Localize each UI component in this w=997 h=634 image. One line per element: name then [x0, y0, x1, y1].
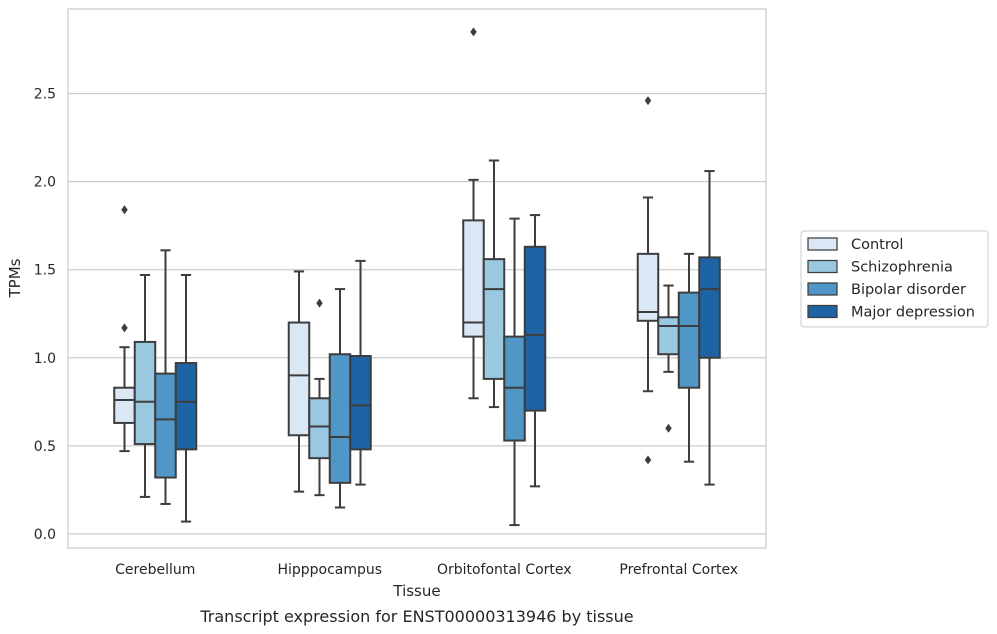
legend-item: Control: [807, 237, 903, 253]
legend-frame: [800, 230, 989, 328]
box: [133, 340, 157, 446]
box-group: [503, 217, 526, 527]
outlier-marker: [121, 323, 128, 333]
x-tick-label: Prefrontal Cortex: [619, 562, 738, 578]
outlier-marker: [470, 27, 477, 37]
legend-item: Bipolar disorder: [807, 282, 966, 298]
box: [113, 386, 136, 424]
box: [154, 372, 177, 479]
box-group: [462, 27, 485, 400]
y-tick-label: 2.0: [34, 175, 56, 191]
outlier-marker: [644, 96, 652, 106]
box: [308, 397, 331, 460]
x-axis-ticks: Cerebellum Hipppocampus Orbitofontal Corte…: [115, 562, 738, 578]
plot-frame: [67, 8, 767, 549]
x-tick-label: Cerebellum: [115, 562, 195, 578]
box-group: [482, 159, 506, 409]
y-axis-label: TPMs: [6, 258, 24, 298]
box-group: [698, 170, 721, 486]
y-tick-label: 0.5: [34, 439, 56, 455]
chart-caption: Transcript expression for ENST0000031394…: [199, 607, 633, 626]
box: [287, 321, 311, 437]
x-tick-label: Orbitofontal Cortex: [437, 562, 572, 578]
y-tick-label: 1.5: [34, 263, 56, 279]
y-tick-label: 2.5: [34, 87, 56, 103]
legend-items: Control Schizophrenia Bipolar disorder Majo…: [807, 237, 975, 321]
box: [328, 353, 352, 484]
legend-swatch: [807, 259, 838, 274]
boxes: [113, 27, 721, 527]
box-group: [657, 284, 680, 433]
box: [636, 252, 660, 322]
box-group: [523, 214, 547, 488]
box: [677, 291, 701, 389]
x-axis-label: Tissue: [392, 582, 440, 600]
box: [462, 219, 485, 338]
box-group: [154, 249, 177, 505]
box-group: [328, 288, 352, 509]
legend-swatch: [807, 304, 838, 319]
box: [657, 316, 680, 356]
legend-label: Bipolar disorder: [851, 282, 966, 298]
y-tick-label: 1.0: [34, 351, 56, 367]
box: [482, 258, 506, 380]
box: [523, 245, 547, 412]
legend-label: Control: [851, 237, 903, 253]
box: [698, 256, 721, 359]
legend: Control Schizophrenia Bipolar disorder Majo…: [800, 230, 989, 328]
box: [349, 355, 372, 451]
box-group: [677, 252, 701, 463]
box: [174, 362, 198, 451]
outlier-marker: [121, 205, 128, 215]
legend-item: Schizophrenia: [807, 259, 953, 276]
box-group: [636, 96, 660, 465]
x-tick-label: Hipppocampus: [277, 562, 382, 578]
box-group: [133, 273, 157, 498]
outlier-marker: [644, 455, 652, 465]
box-group: [287, 270, 311, 493]
outlier-marker: [316, 298, 323, 308]
y-tick-label: 0.0: [34, 527, 56, 543]
box-group: [308, 298, 331, 497]
box-group: [349, 259, 372, 486]
legend-item: Major depression: [807, 304, 975, 321]
legend-label: Schizophrenia: [851, 260, 953, 276]
box-group: [174, 273, 198, 523]
legend-swatch: [807, 237, 838, 251]
legend-label: Major depression: [851, 305, 975, 321]
outlier-marker: [665, 423, 672, 433]
legend-swatch: [807, 282, 838, 296]
box-group: [113, 205, 136, 453]
y-axis-ticks: 0.0 0.5 1.0 1.5 2.0 2.5: [34, 87, 56, 543]
